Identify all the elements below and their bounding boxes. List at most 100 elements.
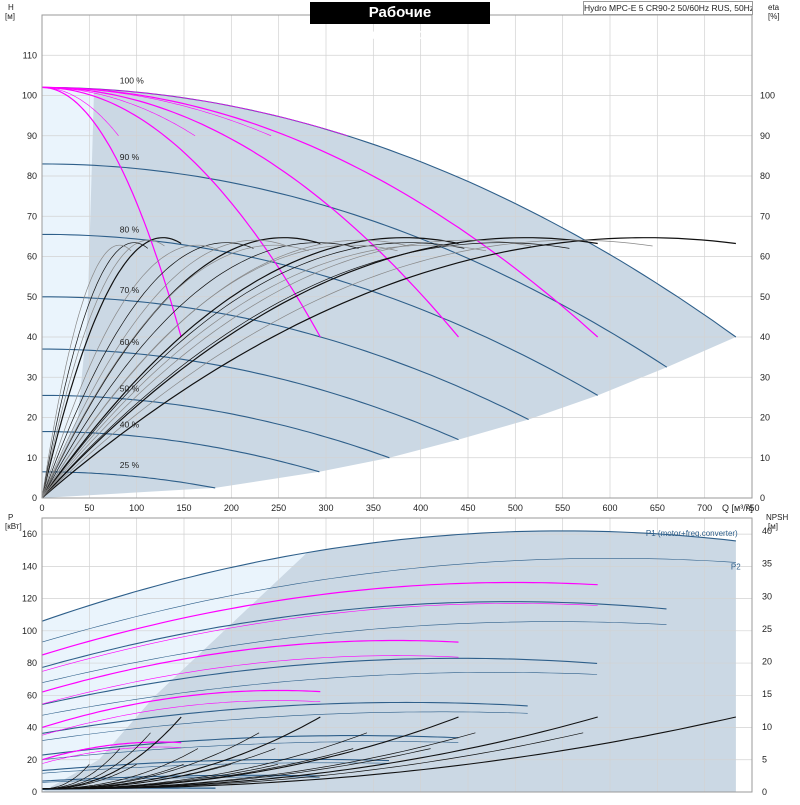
qh-curve (42, 431, 320, 473)
right-axis-unit: [м] (768, 522, 778, 531)
power-area-light (42, 552, 308, 792)
npsh-curve (42, 763, 278, 790)
right-tick-label: 0 (762, 787, 767, 797)
head-plot: 100 % 90 % 80 % 70 % 60 % 50 % 40 % 25 % 10 20 30 4… (5, 3, 780, 513)
p2-curve (41, 711, 528, 741)
right-tick-label: 30 (762, 591, 772, 601)
p1-curve (41, 601, 667, 669)
speed-label: 90 % (120, 152, 140, 162)
efficiency-curve (41, 244, 309, 499)
right-tick-label: 15 (762, 689, 772, 699)
x-tick-label: 0 (39, 503, 44, 513)
y-axis-unit: [м] (5, 12, 15, 21)
y-tick-label: 100 (22, 91, 37, 101)
efficiency-curve (41, 239, 532, 499)
y-tick-label: 90 (27, 131, 37, 141)
pump-curve-aux (41, 87, 272, 137)
x-tick-label: 100 (129, 503, 144, 513)
p2-curve (41, 621, 667, 683)
power-frame (41, 517, 753, 793)
operating-area (42, 87, 736, 499)
pump-power-curve-p2 (41, 655, 459, 705)
x-tick-label: 200 (224, 503, 239, 513)
qh-curve (42, 394, 390, 459)
right-axis-unit: [%] (768, 12, 780, 21)
y-tick-label: 70 (27, 211, 37, 221)
right-tick-label: 90 (760, 131, 770, 141)
y-tick-label: 110 (23, 50, 37, 60)
right-tick-label: 80 (760, 171, 770, 181)
x-axis-label: Q [м³/ч] (722, 503, 753, 513)
x-tick-label: 450 (460, 503, 475, 513)
qh-curve (42, 348, 459, 441)
x-tick-label: 50 (84, 503, 94, 513)
y-tick-label: 50 (27, 292, 37, 302)
p1-curve (41, 758, 390, 772)
x-tick-label: 600 (602, 503, 617, 513)
y-tick-label: 60 (27, 252, 37, 262)
efficiency-curve (41, 242, 359, 499)
efficiency-curve (41, 237, 598, 499)
pump-curve (41, 86, 459, 338)
npsh-curve (42, 732, 584, 790)
x-tick-label: 500 (508, 503, 523, 513)
npsh-curve (42, 748, 121, 790)
y-tick-label: 80 (27, 171, 37, 181)
efficiency-curve (41, 242, 465, 499)
pump-curve-aux (41, 87, 348, 137)
right-tick-label: 50 (760, 292, 770, 302)
right-tick-label: 40 (760, 332, 770, 342)
y-tick-label: 140 (22, 561, 37, 571)
efficiency-curve (41, 237, 182, 499)
efficiency-curve (41, 244, 132, 499)
qh-curve (42, 233, 598, 396)
speed-label: 80 % (120, 224, 140, 234)
pump-power-curve-p2 (41, 746, 182, 764)
efficiency-curve (41, 244, 487, 499)
x-tick-label: 400 (413, 503, 428, 513)
npsh-curve (42, 748, 431, 790)
pump-power-curve-p2 (41, 603, 598, 672)
pump-power-curve-p2 (41, 700, 321, 736)
p1-curve (41, 530, 736, 622)
x-tick-label: 700 (697, 503, 712, 513)
x-tick-label: 150 (176, 503, 191, 513)
y-tick-label: 160 (22, 529, 37, 539)
npsh-curve (42, 716, 737, 790)
right-tick-label: 70 (760, 211, 770, 221)
efficiency-curve (41, 244, 398, 499)
qh-curve (42, 471, 216, 489)
y-axis-label: H (8, 3, 14, 12)
y-tick-label: 0 (32, 493, 37, 503)
right-axis-label: NPSH (766, 513, 788, 522)
pump-power-curve (41, 639, 459, 693)
p1-curve (41, 701, 528, 734)
chart-title: Рабочие характеристики (310, 2, 490, 43)
p2-curve (41, 762, 390, 774)
p1-curve (41, 657, 598, 706)
efficiency-curve (41, 239, 288, 499)
pump-curve (41, 86, 599, 338)
speed-label: 40 % (120, 420, 140, 430)
y-tick-label: 30 (27, 372, 37, 382)
y-tick-label: 40 (27, 332, 37, 342)
y-axis-unit: [кВт] (5, 522, 22, 531)
speed-label: 25 % (120, 460, 140, 470)
p2-curve (41, 741, 459, 760)
x-tick-label: 650 (650, 503, 665, 513)
right-tick-label: 0 (760, 493, 765, 503)
p2-curve (41, 671, 598, 716)
qh-curve (41, 163, 668, 368)
y-tick-label: 10 (27, 453, 37, 463)
efficiency-curve (41, 237, 321, 499)
speed-label: 100 % (120, 75, 145, 85)
chart-subtitle: Hydro MPC-E 5 CR90-2 50/60Hz RUS, 50Hz (583, 1, 753, 15)
y-axis-label: P (8, 513, 13, 522)
y-tick-label: 20 (27, 755, 37, 765)
right-tick-label: 40 (762, 526, 772, 536)
x-tick-label: 550 (555, 503, 570, 513)
p2-curve (41, 558, 736, 643)
pump-power-curve (41, 581, 598, 656)
right-tick-label: 60 (760, 252, 770, 262)
